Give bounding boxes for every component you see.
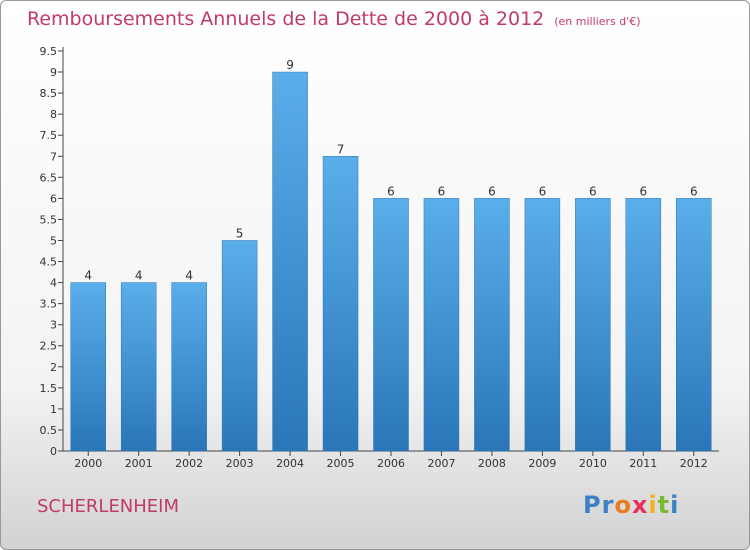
chart-subtitle: (en milliers d'€) (554, 15, 641, 28)
y-tick-label: 8.5 (40, 87, 58, 100)
bar (221, 240, 258, 452)
x-tick-label: 2004 (276, 457, 304, 470)
y-tick-label: 7.5 (40, 129, 58, 142)
y-tick-label: 3 (50, 319, 57, 332)
y-tick-label: 1.5 (40, 382, 58, 395)
y-tick-label: 2.5 (40, 340, 58, 353)
x-tick-label: 2005 (327, 457, 355, 470)
y-tick-label: 1 (50, 403, 57, 416)
data-label: 6 (387, 184, 395, 198)
bar (575, 198, 611, 452)
data-label: 9 (286, 58, 294, 72)
bar (272, 71, 308, 452)
y-tick-label: 3.5 (40, 298, 58, 311)
data-label: 6 (539, 184, 547, 198)
logo-letter: t (657, 491, 671, 519)
data-label: 6 (690, 184, 698, 198)
x-tick-label: 2011 (629, 457, 657, 470)
y-tick-label: 4.5 (40, 256, 58, 269)
x-tick-label: 2012 (680, 457, 708, 470)
bar (322, 156, 359, 452)
y-tick-label: 7 (50, 150, 57, 163)
data-label: 4 (185, 269, 193, 283)
y-tick-label: 0.5 (40, 424, 58, 437)
y-tick-label: 5.5 (40, 213, 58, 226)
y-tick-label: 6.5 (40, 171, 58, 184)
bar (625, 198, 662, 452)
y-tick-label: 8 (50, 108, 57, 121)
x-tick-label: 2001 (125, 457, 153, 470)
data-label: 6 (589, 184, 597, 198)
bar (423, 198, 460, 452)
data-label: 4 (135, 269, 143, 283)
data-label: 6 (438, 184, 446, 198)
x-tick-label: 2002 (175, 457, 203, 470)
commune-name: SCHERLENHEIM (37, 496, 180, 517)
data-labels: 4 4 4 5 9 7 6 6 6 6 6 6 6 (84, 58, 697, 283)
y-tick-label: 9 (50, 66, 57, 79)
data-label: 6 (488, 184, 496, 198)
bar (524, 198, 561, 452)
x-tick-label: 2003 (226, 457, 254, 470)
logo-letter: o (614, 491, 632, 519)
x-tick-label: 2010 (579, 457, 607, 470)
y-tick-label: 0 (50, 445, 57, 458)
data-label: 6 (639, 184, 647, 198)
x-tick-label: 2000 (74, 457, 102, 470)
y-tick-label: 6 (50, 192, 57, 205)
y-tick-label: 4 (50, 277, 57, 290)
y-tick-label: 2 (50, 361, 57, 374)
data-label: 7 (337, 142, 345, 156)
proxiti-logo: Proxiti (583, 491, 679, 519)
y-tick-label: 5 (50, 234, 57, 247)
bar (70, 282, 106, 452)
logo-letter: P (583, 491, 602, 519)
x-tick-label: 2006 (377, 457, 405, 470)
data-label: 5 (236, 226, 244, 240)
data-label: 4 (84, 269, 92, 283)
bars (70, 71, 712, 452)
bar (120, 282, 157, 452)
chart-title: Remboursements Annuels de la Dette de 20… (27, 8, 641, 30)
y-tick-label: 9.5 (40, 45, 58, 58)
chart-title-main: Remboursements Annuels de la Dette de 20… (27, 8, 545, 30)
logo-letter: i (648, 491, 658, 519)
logo-letter: i (670, 491, 680, 519)
bar (474, 198, 510, 452)
x-tick-label: 2008 (478, 457, 506, 470)
logo-letter: x (631, 491, 649, 519)
x-tick-label: 2007 (427, 457, 455, 470)
bar (373, 198, 409, 452)
logo-letter: r (601, 491, 615, 519)
x-tick-label: 2009 (528, 457, 556, 470)
bar (676, 198, 712, 452)
bar (171, 282, 207, 452)
